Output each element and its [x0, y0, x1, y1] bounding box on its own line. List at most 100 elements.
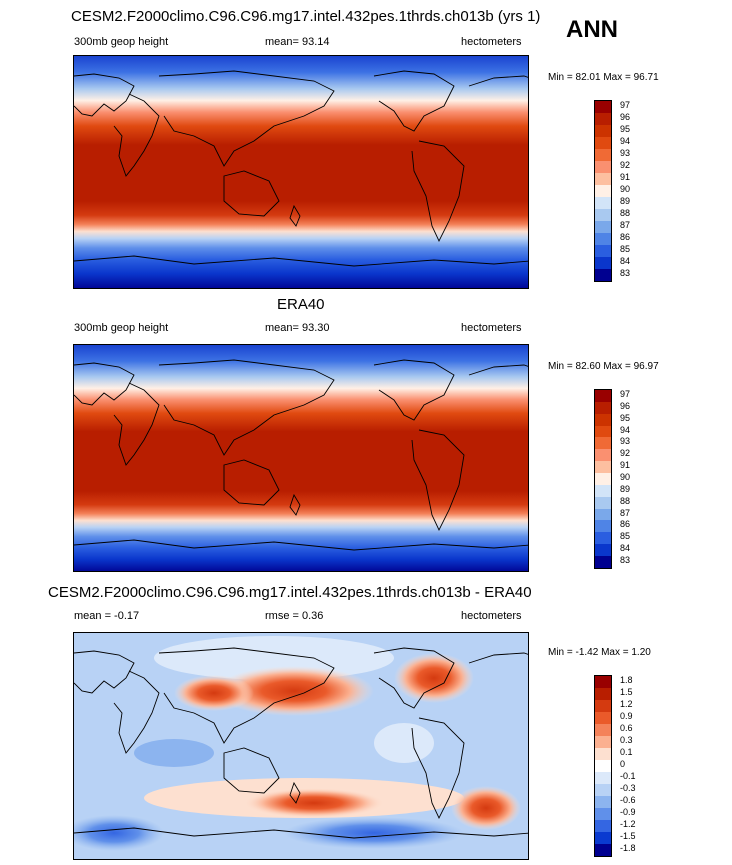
- panel1-colorbar-tick-label: 96: [620, 112, 631, 122]
- panel3-colorbar-swatch: [595, 760, 611, 772]
- panel2-units-label: hectometers: [461, 322, 522, 334]
- panel2-colorbar-tick-label: 95: [620, 412, 631, 423]
- panel1-colorbar-swatch: [595, 221, 611, 233]
- panel2-colorbar-tick-label: 92: [620, 448, 631, 459]
- panel3-colorbar-tick-label: -0.6: [620, 795, 636, 805]
- panel3-colorbar: [594, 675, 612, 857]
- panel1-colorbar-swatch: [595, 197, 611, 209]
- panel1-colorbar-tick-label: 93: [620, 148, 631, 158]
- panel2-colorbar-tick-label: 88: [620, 495, 631, 506]
- panel2-colorbar-tick-label: 90: [620, 472, 631, 482]
- panel1-map: [73, 55, 529, 289]
- panel2-map: [73, 344, 529, 572]
- panel1-minmax-label: Min = 82.01 Max = 96.71: [548, 72, 659, 83]
- panel3-map-plot: [74, 633, 528, 859]
- panel3-colorbar-swatch: [595, 844, 611, 856]
- panel3-colorbar-swatch: [595, 748, 611, 760]
- panel3-colorbar-tick-label: 0.3: [620, 735, 633, 745]
- panel3-colorbar-swatch: [595, 712, 611, 724]
- panel1-colorbar-tick-label: 84: [620, 256, 631, 266]
- panel1-colorbar-tick-label: 88: [620, 208, 631, 218]
- panel2-colorbar-swatch: [595, 390, 611, 402]
- panel3-colorbar-tick-label: 1.2: [620, 699, 633, 709]
- panel3-colorbar-tick-label: -1.8: [620, 843, 636, 853]
- panel3-colorbar-swatch: [595, 772, 611, 784]
- panel3-colorbar-tick-label: 0.1: [620, 747, 633, 757]
- panel3-rmse-label: rmse = 0.36: [265, 610, 324, 622]
- panel2-colorbar-swatch: [595, 473, 611, 485]
- panel3-colorbar-tick-label: 1.5: [620, 687, 633, 697]
- panel3-colorbar-swatch: [595, 736, 611, 748]
- panel3-colorbar-tick-label: 0.6: [620, 723, 633, 733]
- panel2-colorbar-tick-label: 85: [620, 531, 631, 542]
- panel1-colorbar-swatch: [595, 209, 611, 221]
- panel2-colorbar-swatch: [595, 484, 611, 497]
- panel2-colorbar-tick-label: 97: [620, 388, 631, 399]
- panel3-colorbar-tick-label: 0: [620, 759, 626, 769]
- panel3-units-label: hectometers: [461, 610, 522, 622]
- panel3-colorbar-swatch: [595, 676, 611, 688]
- panel3-colorbar-tick-label: -1.2: [620, 819, 636, 829]
- panel2-colorbar-tick-label: 84: [620, 543, 631, 554]
- panel3-colorbar-swatch: [595, 724, 611, 736]
- panel3-colorbar-tick-label: 0.9: [620, 711, 633, 721]
- panel2-variable-label: 300mb geop height: [74, 322, 169, 334]
- panel3-coastlines: [74, 647, 528, 839]
- panel2-colorbar-tick-label: 93: [620, 436, 631, 447]
- panel1-colorbar-tick-label: 97: [620, 100, 631, 110]
- panel3-colorbar-tick-label: -1.5: [620, 831, 636, 841]
- panel1-colorbar-tick-label: 94: [620, 136, 631, 146]
- panel2-colorbar-swatch: [595, 401, 611, 414]
- panel3-map: [73, 632, 529, 860]
- panel1-colorbar-swatch: [595, 269, 611, 281]
- panel2-colorbar-swatch: [595, 437, 611, 450]
- panel2-title: ERA40: [277, 296, 325, 313]
- panel2-colorbar-swatch: [595, 544, 611, 557]
- panel1-colorbar-swatch: [595, 185, 611, 197]
- panel1-variable-label: 300mb geop height: [74, 36, 169, 48]
- panel3-colorbar-swatch: [595, 820, 611, 832]
- panel2-colorbar-swatch: [595, 532, 611, 545]
- panel1-colorbar-swatch: [595, 173, 611, 185]
- panel3-mean-label: mean = -0.17: [74, 610, 140, 622]
- panel3-colorbar-swatch: [595, 688, 611, 700]
- season-label: ANN: [566, 16, 618, 43]
- panel3-title: CESM2.F2000climo.C96.C96.mg17.intel.432p…: [48, 584, 532, 601]
- panel1-colorbar-swatch: [595, 233, 611, 245]
- panel1-colorbar-swatch: [595, 113, 611, 125]
- panel1-units-label: hectometers: [461, 36, 522, 48]
- panel1-colorbar-tick-label: 90: [620, 184, 631, 194]
- panel3-colorbar-tick-label: -0.3: [620, 783, 636, 793]
- panel2-coastlines: [74, 359, 528, 551]
- panel3-minmax-label: Min = -1.42 Max = 1.20: [548, 647, 651, 658]
- panel1-colorbar-tick-label: 95: [620, 124, 631, 134]
- panel1-colorbar-swatch: [595, 149, 611, 161]
- panel1-colorbar-tick-label: 87: [620, 220, 631, 230]
- panel2-colorbar-tick-label: 83: [620, 555, 631, 566]
- panel2-mean-label: mean= 93.30: [265, 322, 330, 334]
- panel2-colorbar-tick-label: 87: [620, 507, 631, 518]
- panel3-colorbar-swatch: [595, 832, 611, 844]
- panel2-colorbar-tick-label: 96: [620, 400, 631, 411]
- panel1-colorbar-tick-label: 92: [620, 160, 631, 170]
- panel3-colorbar-swatch: [595, 808, 611, 820]
- panel3-colorbar-swatch: [595, 796, 611, 808]
- panel1-colorbar-swatch: [595, 257, 611, 269]
- panel1-coastlines: [74, 70, 528, 267]
- panel2-map-plot: [74, 345, 528, 571]
- panel2-colorbar-tick-label: 89: [620, 483, 631, 494]
- panel1-colorbar-tick-label: 91: [620, 172, 631, 182]
- panel1-colorbar-swatch: [595, 101, 611, 113]
- panel2-colorbar-swatch: [595, 496, 611, 509]
- panel1-colorbar-tick-label: 86: [620, 232, 631, 242]
- panel1-map-plot: [74, 56, 528, 288]
- panel2-colorbar: [594, 389, 612, 569]
- panel2-colorbar-swatch: [595, 425, 611, 438]
- panel3-colorbar-swatch: [595, 700, 611, 712]
- panel3-colorbar-tick-label: -0.1: [620, 771, 636, 781]
- panel1-colorbar-tick-label: 83: [620, 268, 631, 278]
- panel2-colorbar-swatch: [595, 461, 611, 474]
- panel1-title: CESM2.F2000climo.C96.C96.mg17.intel.432p…: [71, 8, 541, 25]
- panel1-colorbar-swatch: [595, 137, 611, 149]
- panel1-mean-label: mean= 93.14: [265, 36, 330, 48]
